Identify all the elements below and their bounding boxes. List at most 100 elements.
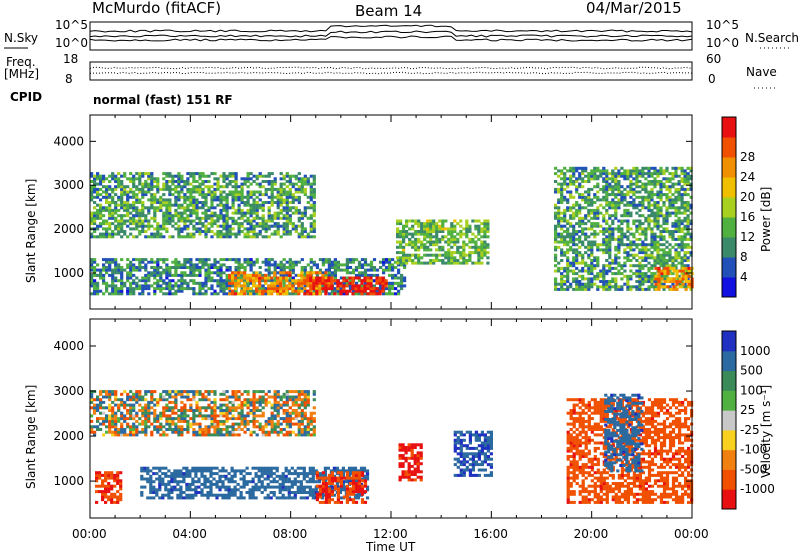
power-cell <box>264 268 268 272</box>
power-cell <box>644 216 648 220</box>
power-cell <box>605 195 609 199</box>
power-cell <box>249 224 253 228</box>
velocity-cell <box>240 409 244 412</box>
power-cell <box>168 201 172 204</box>
power-cell <box>626 253 630 257</box>
power-cell <box>399 232 403 236</box>
power-cell <box>560 227 564 231</box>
power-cell <box>554 253 558 257</box>
power-cell <box>554 187 558 191</box>
power-cell <box>578 251 582 255</box>
power-cell <box>129 203 133 207</box>
power-cell <box>306 195 310 199</box>
power-cell <box>165 227 169 231</box>
power-cell <box>102 206 106 210</box>
velocity-cell <box>207 425 211 429</box>
power-cell <box>183 219 187 223</box>
power-cell <box>255 174 259 178</box>
power-cell <box>590 277 594 281</box>
power-cell <box>632 240 636 244</box>
power-cell <box>620 193 624 197</box>
power-cell <box>563 224 567 228</box>
power-cell <box>665 211 669 215</box>
power-cell <box>620 185 624 189</box>
velocity-cell <box>183 395 187 399</box>
power-cell <box>162 222 166 226</box>
power-cell <box>282 216 286 220</box>
velocity-cell <box>189 398 193 402</box>
power-cell <box>578 235 582 239</box>
power-cell <box>354 276 358 280</box>
power-cell <box>575 261 579 265</box>
velocity-cell <box>207 428 211 431</box>
velocity-cell <box>219 414 223 418</box>
power-cell <box>186 177 190 181</box>
power-cell <box>486 224 490 228</box>
power-cell <box>605 240 609 244</box>
power-cell <box>294 177 298 181</box>
power-cell <box>114 216 118 220</box>
power-cell <box>351 279 355 283</box>
velocity-cell <box>234 422 238 426</box>
power-cell <box>195 227 199 231</box>
power-cell <box>231 273 235 277</box>
power-cell <box>684 274 688 278</box>
power-cell <box>644 277 648 281</box>
power-cell <box>459 261 463 265</box>
power-cell <box>385 268 389 272</box>
power-cell <box>318 279 322 283</box>
power-cell <box>447 251 451 255</box>
power-cell <box>177 206 181 210</box>
power-cell <box>665 169 669 173</box>
power-cell <box>379 266 383 269</box>
power-cell <box>654 282 658 286</box>
power-cell <box>138 198 142 202</box>
velocity-cell <box>222 409 226 412</box>
power-cell <box>156 263 160 267</box>
power-cell <box>132 219 136 223</box>
power-cell <box>207 187 211 191</box>
power-cell <box>638 280 642 283</box>
power-cell <box>180 235 184 239</box>
power-cell <box>144 214 148 218</box>
power-cell <box>96 227 100 231</box>
power-cell <box>560 266 564 270</box>
power-cell <box>647 172 651 176</box>
velocity-cell <box>150 400 154 404</box>
cpid-label: CPID <box>10 90 42 104</box>
power-cell <box>408 256 412 260</box>
power-cell <box>135 201 139 204</box>
velocity-cell <box>201 398 205 402</box>
power-cell <box>674 174 678 178</box>
power-cell <box>285 219 289 223</box>
power-cell <box>255 201 259 204</box>
velocity-cell <box>132 414 136 418</box>
power-cell <box>264 279 268 283</box>
power-cell <box>159 195 163 199</box>
power-cell <box>108 260 112 264</box>
power-cell <box>657 277 661 281</box>
power-cell <box>614 287 618 291</box>
power-cell <box>462 243 466 247</box>
power-cell <box>360 266 365 269</box>
power-cell <box>219 284 223 288</box>
velocity-cell <box>120 417 124 421</box>
power-cell <box>554 180 558 183</box>
power-cell <box>234 211 238 215</box>
velocity-cell <box>114 414 118 418</box>
power-cell <box>90 284 94 288</box>
power-cell <box>114 289 118 293</box>
power-cell <box>581 232 585 236</box>
power-cell <box>474 235 478 239</box>
power-cell <box>563 269 567 273</box>
power-cell <box>671 232 675 236</box>
power-cell <box>303 284 307 288</box>
power-cell <box>222 190 226 194</box>
power-cell <box>276 214 280 218</box>
power-cell <box>668 195 672 199</box>
power-cell <box>336 260 340 264</box>
velocity-cell <box>114 430 118 434</box>
power-cell <box>650 208 654 212</box>
power-cell <box>159 279 163 283</box>
velocity-cell <box>195 400 199 404</box>
